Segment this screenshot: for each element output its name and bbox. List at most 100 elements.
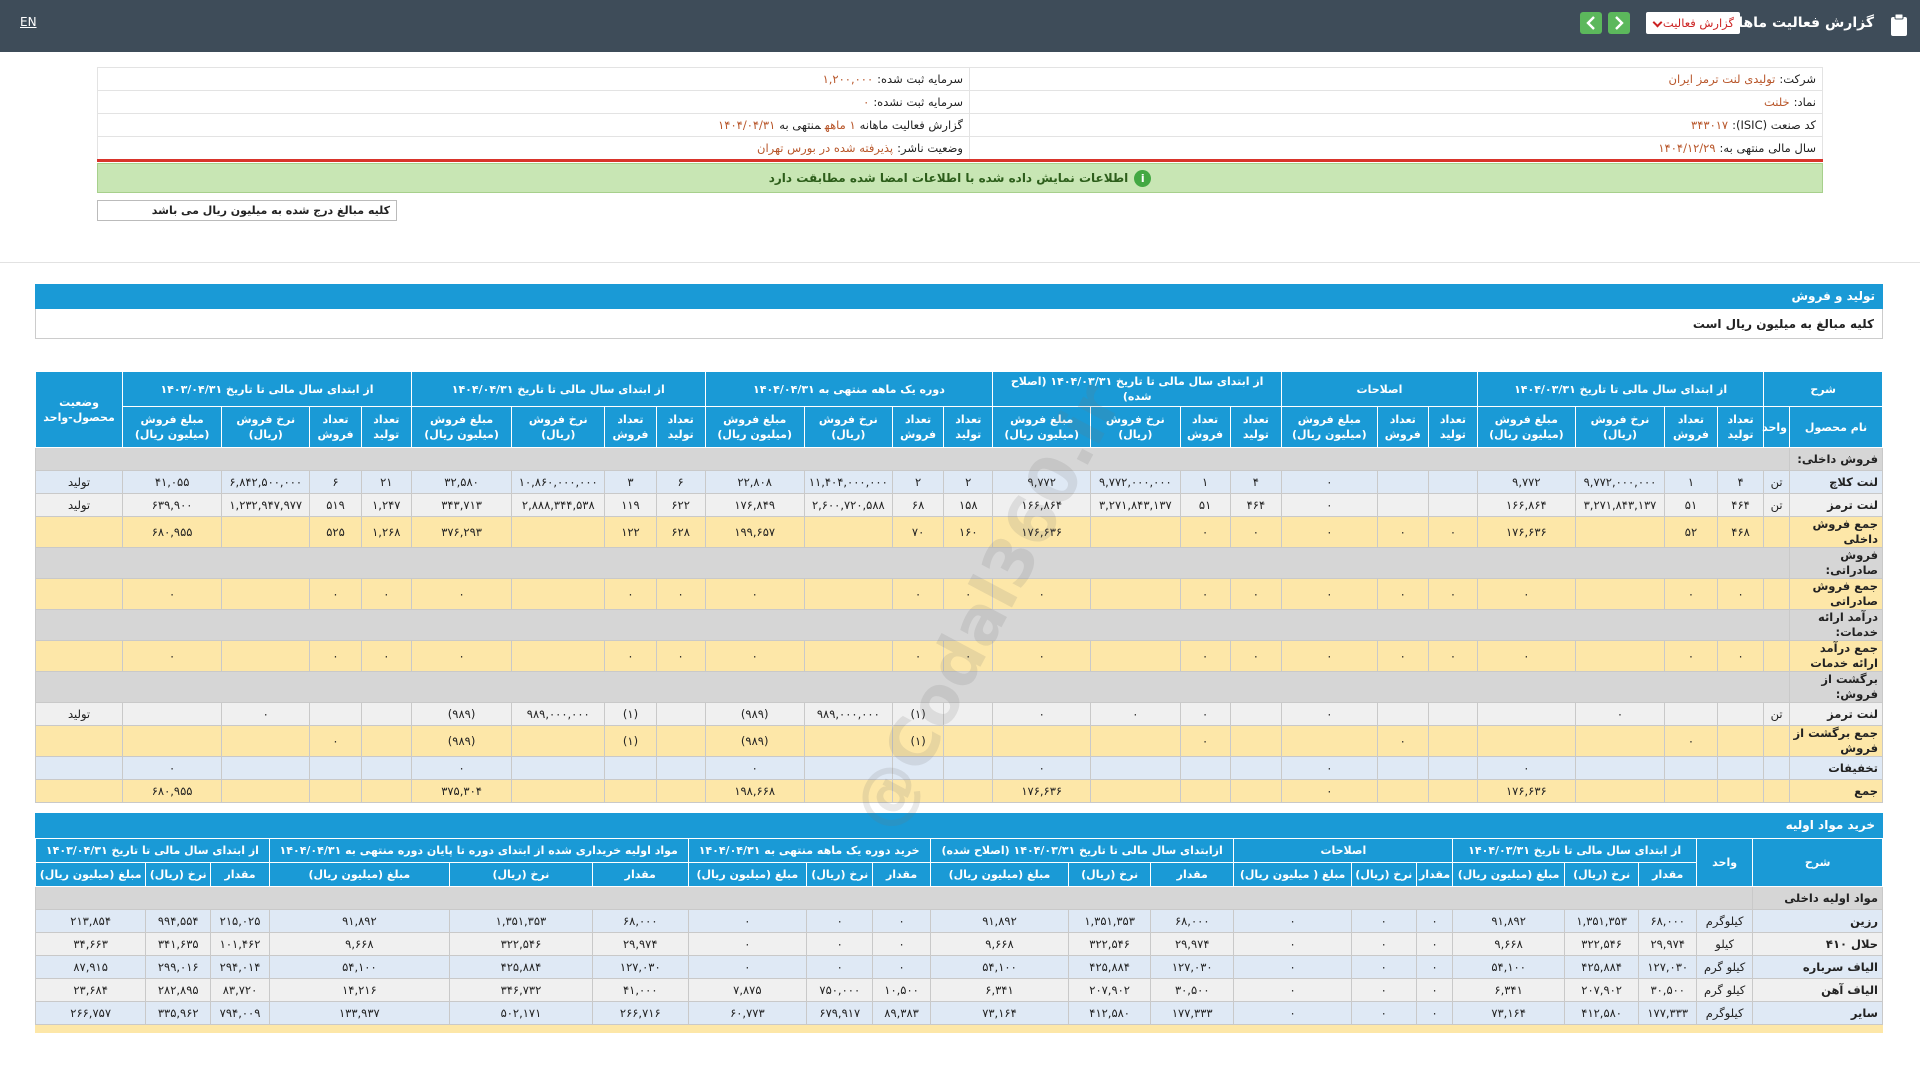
cell: ۰ bbox=[704, 578, 805, 610]
cell: تن bbox=[1763, 702, 1790, 726]
cell bbox=[1716, 725, 1765, 757]
report-select[interactable]: گزارش فعالیت bbox=[1646, 12, 1740, 34]
cell: ۰ bbox=[891, 640, 945, 672]
cell bbox=[1376, 470, 1429, 494]
cell bbox=[943, 779, 994, 803]
cell: ۹۱,۸۹۲ bbox=[268, 909, 450, 933]
table-row: جمع درآمد ارائه خدمات ۰ ۰ ۰ ۰ ۰ ۰ ۰ ۰ ۰ ۰ ۰ ۰ ۰ ۰ ۰ ۰ ۰ ۰ bbox=[34, 640, 1884, 672]
cell: ۵۴,۱۰۰ bbox=[929, 955, 1070, 979]
cell: کیلوگرم bbox=[1695, 909, 1754, 933]
row-label: الیاف آهن bbox=[1752, 978, 1883, 1002]
cell bbox=[1090, 516, 1181, 548]
prev-button[interactable] bbox=[1580, 12, 1602, 34]
cell: ۲۱۳,۸۵۴ bbox=[34, 909, 147, 933]
cell: ۹,۷۷۲,۰۰۰,۰۰۰ bbox=[1090, 470, 1181, 494]
cell: ۸۷,۹۱۵ bbox=[34, 955, 147, 979]
cell: ۹,۷۷۲ bbox=[1476, 470, 1576, 494]
cell: ۰ bbox=[1350, 1001, 1417, 1025]
cell: ۱,۲۶۸ bbox=[360, 516, 412, 548]
cell bbox=[1090, 578, 1181, 610]
cell: ۰ bbox=[1233, 955, 1352, 979]
table-row: فروش صادراتی: bbox=[35, 547, 1884, 579]
cell: ۷۵۰,۰۰۰ bbox=[806, 978, 874, 1002]
cell: ۹,۷۷۲,۰۰۰,۰۰۰ bbox=[1574, 470, 1666, 494]
info-label: وضعیت ناشر: bbox=[897, 141, 963, 155]
info-cell: سرمایه ثبت نشده:۰ bbox=[97, 90, 970, 114]
cell: ۰ bbox=[309, 640, 362, 672]
cell: (۱) bbox=[891, 725, 945, 757]
cell: ۰ bbox=[1179, 702, 1231, 726]
cell: ۹۱,۸۹۲ bbox=[1452, 909, 1565, 933]
row-label: جمع درآمد ارائه خدمات bbox=[1788, 640, 1884, 672]
production-table: شرح از ابتدای سال مالی تا تاریخ ۱۴۰۴/۰۳/۳… bbox=[34, 371, 1884, 803]
cell bbox=[1376, 779, 1429, 803]
language-toggle[interactable]: EN bbox=[20, 15, 37, 29]
cell: ۶,۳۴۱ bbox=[1452, 978, 1565, 1002]
next-button[interactable] bbox=[1608, 12, 1630, 34]
cell bbox=[803, 516, 893, 548]
column-header: تعداد تولید bbox=[1229, 406, 1283, 448]
cell bbox=[34, 886, 1754, 910]
column-header: تعداد فروش bbox=[309, 406, 362, 448]
cell: ۰ bbox=[687, 955, 808, 979]
separator bbox=[0, 262, 1920, 263]
cell: ۸۹,۳۸۳ bbox=[872, 1001, 931, 1025]
cell: ۱,۳۵۱,۳۵۳ bbox=[448, 909, 594, 933]
cell: ۰ bbox=[872, 909, 931, 933]
cell: تولید bbox=[34, 470, 124, 494]
column-header: مبلغ فروش (میلیون ریال) bbox=[410, 406, 513, 448]
cell: ۱۰۱,۴۶۲ bbox=[210, 932, 270, 956]
cell: ۲۹۹,۰۱۶ bbox=[145, 955, 212, 979]
cell: ۱۲۲ bbox=[604, 516, 657, 548]
cell: ۳۰,۵۰۰ bbox=[1150, 978, 1235, 1002]
column-header: مبلغ ( میلیون ریال) bbox=[1233, 862, 1352, 887]
table-row: جمع فروش داخلی ۴۶۸ ۵۲ ۱۷۶,۶۳۶ ۰ ۰ ۰ ۰ ۰ ۱۷۶,۶۳۶ ۱۶… bbox=[34, 516, 1884, 548]
cell: ۱ bbox=[1664, 470, 1718, 494]
cell bbox=[511, 516, 606, 548]
cut-row bbox=[35, 1025, 1883, 1033]
cell bbox=[1574, 725, 1666, 757]
cell: ۰ bbox=[1415, 955, 1454, 979]
cell bbox=[309, 702, 362, 726]
cell: ۰ bbox=[1179, 578, 1231, 610]
column-header: نرخ (ریال) bbox=[145, 862, 212, 887]
column-header: مبلغ (میلیون ریال) bbox=[687, 862, 808, 887]
info-row: شرکت:تولیدی لنت ترمز ایران سرمایه ثبت شده… bbox=[97, 67, 1823, 91]
cell: ۰ bbox=[1233, 1001, 1352, 1025]
cell: ۰ bbox=[410, 578, 513, 610]
cell: ۲۱ bbox=[360, 470, 412, 494]
cell: ۳۴۳,۷۱۳ bbox=[410, 493, 513, 517]
group-header: شرح bbox=[1763, 371, 1883, 407]
cell: ۰ bbox=[1574, 702, 1666, 726]
cell bbox=[34, 578, 124, 610]
cell: ۰ bbox=[806, 909, 874, 933]
column-header: نرخ فروش (ریال) bbox=[1090, 406, 1181, 448]
cell bbox=[1179, 756, 1231, 780]
column-header: مبلغ فروش (میلیون ریال) bbox=[1476, 406, 1576, 448]
column-header: تعداد فروش bbox=[1376, 406, 1429, 448]
cell bbox=[1090, 725, 1181, 757]
cell: ۹,۶۶۸ bbox=[1452, 932, 1565, 956]
cell: (۹۸۹) bbox=[410, 725, 513, 757]
cell bbox=[1574, 756, 1666, 780]
cell: ۶۸,۰۰۰ bbox=[592, 909, 689, 933]
cell bbox=[221, 756, 311, 780]
cell: ۱,۲۴۷ bbox=[360, 493, 412, 517]
cell: ۰ bbox=[1281, 702, 1378, 726]
cell: ۰ bbox=[655, 578, 706, 610]
cell bbox=[1716, 756, 1765, 780]
cell: ۲۳,۶۸۴ bbox=[34, 978, 147, 1002]
cell bbox=[122, 702, 223, 726]
cell: ۶۸۰,۹۵۵ bbox=[122, 516, 223, 548]
row-label: برگشت از فروش: bbox=[1788, 671, 1884, 703]
group-header: از ابتدای سال مالی تا تاریخ ۱۴۰۳/۰۴/۳۱ bbox=[35, 838, 270, 863]
cell bbox=[1716, 702, 1765, 726]
cell: ۴۶۴ bbox=[1716, 493, 1765, 517]
cell bbox=[803, 725, 893, 757]
info-row: کد صنعت (ISIC):۳۴۳۰۱۷ گزارش فعالیت ماهانه… bbox=[97, 113, 1823, 137]
cell: ۱۰,۸۶۰,۰۰۰,۰۰۰ bbox=[511, 470, 606, 494]
cell: ۷۹۴,۰۰۹ bbox=[210, 1001, 270, 1025]
cell: ۵۲۵ bbox=[309, 516, 362, 548]
cell: (۱) bbox=[604, 702, 657, 726]
